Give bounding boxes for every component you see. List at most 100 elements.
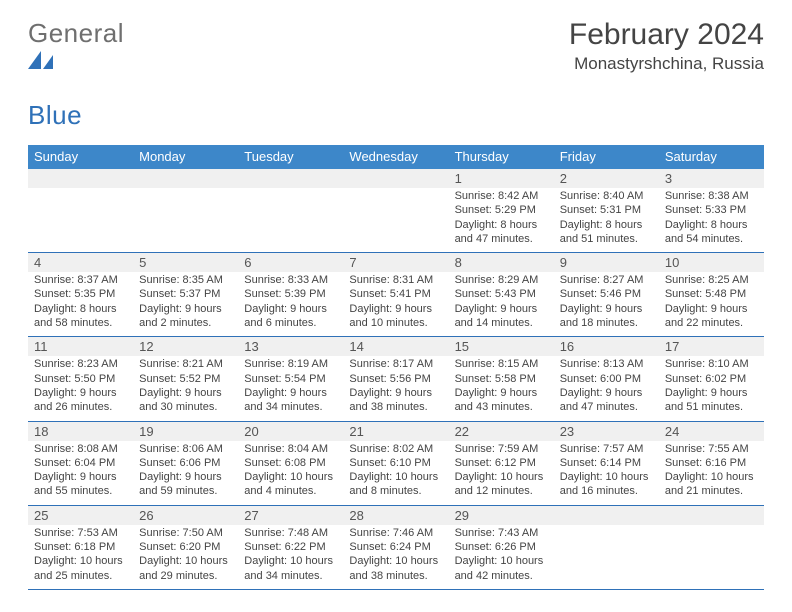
- day-number: 14: [343, 337, 448, 356]
- day-cell: Sunrise: 8:13 AMSunset: 6:00 PMDaylight:…: [554, 356, 659, 420]
- day-number: [238, 169, 343, 188]
- day-cell: Sunrise: 8:25 AMSunset: 5:48 PMDaylight:…: [659, 272, 764, 336]
- daylight-text: Daylight: 10 hours and 29 minutes.: [139, 554, 232, 583]
- day-number: 13: [238, 337, 343, 356]
- daylight-text: Daylight: 9 hours and 22 minutes.: [665, 302, 758, 331]
- day-number: 27: [238, 506, 343, 525]
- day-cell: Sunrise: 8:19 AMSunset: 5:54 PMDaylight:…: [238, 356, 343, 420]
- day-number: 21: [343, 422, 448, 441]
- sunrise-text: Sunrise: 8:21 AM: [139, 357, 232, 371]
- day-number: 15: [449, 337, 554, 356]
- daylight-text: Daylight: 9 hours and 43 minutes.: [455, 386, 548, 415]
- day-number: 11: [28, 337, 133, 356]
- sunrise-text: Sunrise: 8:42 AM: [455, 189, 548, 203]
- day-body-row: Sunrise: 8:08 AMSunset: 6:04 PMDaylight:…: [28, 441, 764, 505]
- sunrise-text: Sunrise: 8:38 AM: [665, 189, 758, 203]
- day-number: 1: [449, 169, 554, 188]
- sunrise-text: Sunrise: 8:35 AM: [139, 273, 232, 287]
- day-cell: Sunrise: 7:53 AMSunset: 6:18 PMDaylight:…: [28, 525, 133, 589]
- day-number: 19: [133, 422, 238, 441]
- day-number-row: 11121314151617: [28, 337, 764, 356]
- week-row: 18192021222324Sunrise: 8:08 AMSunset: 6:…: [28, 422, 764, 506]
- weekday-header: Sunday: [28, 145, 133, 169]
- day-number: 25: [28, 506, 133, 525]
- sunset-text: Sunset: 6:06 PM: [139, 456, 232, 470]
- day-cell: Sunrise: 8:10 AMSunset: 6:02 PMDaylight:…: [659, 356, 764, 420]
- sunrise-text: Sunrise: 8:40 AM: [560, 189, 653, 203]
- sunset-text: Sunset: 6:10 PM: [349, 456, 442, 470]
- weekday-header: Tuesday: [238, 145, 343, 169]
- day-cell: [28, 188, 133, 252]
- page-title: February 2024: [569, 18, 764, 52]
- day-cell: Sunrise: 8:17 AMSunset: 5:56 PMDaylight:…: [343, 356, 448, 420]
- sunset-text: Sunset: 5:33 PM: [665, 203, 758, 217]
- daylight-text: Daylight: 8 hours and 54 minutes.: [665, 218, 758, 247]
- day-cell: Sunrise: 7:59 AMSunset: 6:12 PMDaylight:…: [449, 441, 554, 505]
- topbar: GeneralBlue February 2024 Monastyrshchin…: [28, 18, 764, 131]
- day-number: 28: [343, 506, 448, 525]
- sunset-text: Sunset: 5:58 PM: [455, 372, 548, 386]
- daylight-text: Daylight: 9 hours and 51 minutes.: [665, 386, 758, 415]
- daylight-text: Daylight: 10 hours and 25 minutes.: [34, 554, 127, 583]
- day-cell: [554, 525, 659, 589]
- sunrise-text: Sunrise: 7:48 AM: [244, 526, 337, 540]
- day-number: 3: [659, 169, 764, 188]
- sunrise-text: Sunrise: 7:55 AM: [665, 442, 758, 456]
- sunset-text: Sunset: 6:18 PM: [34, 540, 127, 554]
- daylight-text: Daylight: 9 hours and 55 minutes.: [34, 470, 127, 499]
- daylight-text: Daylight: 8 hours and 51 minutes.: [560, 218, 653, 247]
- daylight-text: Daylight: 10 hours and 38 minutes.: [349, 554, 442, 583]
- sunset-text: Sunset: 6:12 PM: [455, 456, 548, 470]
- day-cell: Sunrise: 8:38 AMSunset: 5:33 PMDaylight:…: [659, 188, 764, 252]
- sunrise-text: Sunrise: 7:59 AM: [455, 442, 548, 456]
- daylight-text: Daylight: 9 hours and 38 minutes.: [349, 386, 442, 415]
- sunset-text: Sunset: 6:20 PM: [139, 540, 232, 554]
- day-body-row: Sunrise: 8:37 AMSunset: 5:35 PMDaylight:…: [28, 272, 764, 336]
- day-cell: Sunrise: 8:08 AMSunset: 6:04 PMDaylight:…: [28, 441, 133, 505]
- day-cell: Sunrise: 8:02 AMSunset: 6:10 PMDaylight:…: [343, 441, 448, 505]
- daylight-text: Daylight: 10 hours and 21 minutes.: [665, 470, 758, 499]
- logo-word-general: General: [28, 18, 124, 48]
- sunset-text: Sunset: 5:39 PM: [244, 287, 337, 301]
- day-number: 24: [659, 422, 764, 441]
- weekday-header: Monday: [133, 145, 238, 169]
- sunset-text: Sunset: 5:29 PM: [455, 203, 548, 217]
- weekday-header-row: Sunday Monday Tuesday Wednesday Thursday…: [28, 145, 764, 169]
- day-cell: Sunrise: 8:27 AMSunset: 5:46 PMDaylight:…: [554, 272, 659, 336]
- sunset-text: Sunset: 6:22 PM: [244, 540, 337, 554]
- day-cell: Sunrise: 8:06 AMSunset: 6:06 PMDaylight:…: [133, 441, 238, 505]
- sunset-text: Sunset: 6:26 PM: [455, 540, 548, 554]
- sunrise-text: Sunrise: 8:31 AM: [349, 273, 442, 287]
- sunset-text: Sunset: 5:56 PM: [349, 372, 442, 386]
- sunrise-text: Sunrise: 8:10 AM: [665, 357, 758, 371]
- weekday-header: Saturday: [659, 145, 764, 169]
- day-cell: Sunrise: 7:57 AMSunset: 6:14 PMDaylight:…: [554, 441, 659, 505]
- week-row: 123Sunrise: 8:42 AMSunset: 5:29 PMDaylig…: [28, 169, 764, 253]
- calendar: Sunday Monday Tuesday Wednesday Thursday…: [28, 145, 764, 590]
- day-cell: Sunrise: 8:04 AMSunset: 6:08 PMDaylight:…: [238, 441, 343, 505]
- daylight-text: Daylight: 10 hours and 34 minutes.: [244, 554, 337, 583]
- day-cell: [343, 188, 448, 252]
- daylight-text: Daylight: 8 hours and 58 minutes.: [34, 302, 127, 331]
- day-number: [554, 506, 659, 525]
- day-number: 8: [449, 253, 554, 272]
- day-cell: Sunrise: 7:48 AMSunset: 6:22 PMDaylight:…: [238, 525, 343, 589]
- sunset-text: Sunset: 5:41 PM: [349, 287, 442, 301]
- sunset-text: Sunset: 6:08 PM: [244, 456, 337, 470]
- sunset-text: Sunset: 5:48 PM: [665, 287, 758, 301]
- sunrise-text: Sunrise: 8:29 AM: [455, 273, 548, 287]
- day-number: [343, 169, 448, 188]
- daylight-text: Daylight: 9 hours and 34 minutes.: [244, 386, 337, 415]
- sunset-text: Sunset: 6:04 PM: [34, 456, 127, 470]
- logo-text: GeneralBlue: [28, 18, 124, 131]
- sunrise-text: Sunrise: 8:15 AM: [455, 357, 548, 371]
- day-number: 12: [133, 337, 238, 356]
- sunrise-text: Sunrise: 8:02 AM: [349, 442, 442, 456]
- day-body-row: Sunrise: 8:23 AMSunset: 5:50 PMDaylight:…: [28, 356, 764, 420]
- day-cell: Sunrise: 7:50 AMSunset: 6:20 PMDaylight:…: [133, 525, 238, 589]
- daylight-text: Daylight: 10 hours and 8 minutes.: [349, 470, 442, 499]
- weeks-container: 12 3 Sunrise: 8:42 AMSunset: 5:29 PM Daylig…: [28, 169, 764, 590]
- day-number: 9: [554, 253, 659, 272]
- week-row: 11121314151617Sunrise: 8:23 AMSunset: 5:…: [28, 337, 764, 421]
- sunrise-text: Sunrise: 7:57 AM: [560, 442, 653, 456]
